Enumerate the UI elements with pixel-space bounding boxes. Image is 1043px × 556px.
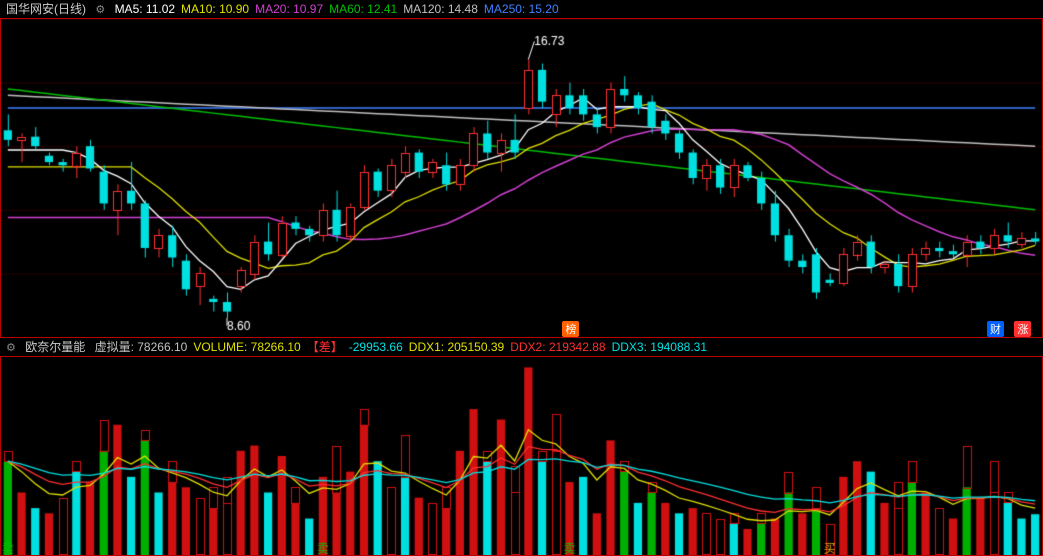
volume-chart-panel[interactable] [0,356,1043,556]
vol-label: DDX2: 219342.88 [510,340,605,354]
ma-label: MA60: 12.41 [329,2,397,16]
ma-label: MA5: 11.02 [115,2,175,16]
indicator-title: 欧奈尔量能 [25,340,85,354]
vol-label: DDX1: 205150.39 [409,340,504,354]
price-canvas [1,19,1042,337]
price-header: 国华网安(日线) ⚙ MA5: 11.02 MA10: 10.90 MA20: 10… [0,0,1043,18]
vol-label: -29953.66 [349,340,403,354]
ma-label: MA20: 10.97 [255,2,323,16]
ma-legend: MA5: 11.02 MA10: 10.90 MA20: 10.97 MA60: 12… [115,2,565,16]
ma-label: MA250: 15.20 [484,2,559,16]
price-chart-panel[interactable]: 榜 财涨 [0,18,1043,338]
vol-label: VOLUME: 78266.10 [193,340,300,354]
ma-label: MA10: 10.90 [181,2,249,16]
badge: 榜 [562,321,579,337]
volume-canvas [1,357,1042,555]
ma-label: MA120: 14.48 [403,2,478,16]
vol-label: 虚拟量: 78266.10 [95,340,188,354]
volume-header: ⚙ 欧奈尔量能 虚拟量: 78266.10 VOLUME: 78266.10 【差】… [0,338,1043,356]
badge: 涨 [1014,321,1031,337]
gear-icon[interactable]: ⚙ [95,4,105,16]
stock-title: 国华网安(日线) [6,2,86,16]
vol-legend: 虚拟量: 78266.10 VOLUME: 78266.10 【差】 -29953.6… [95,340,713,354]
badge: 财 [987,321,1004,337]
vol-label: 【差】 [307,340,343,354]
vol-label: DDX3: 194088.31 [612,340,707,354]
gear-icon[interactable]: ⚙ [6,342,16,354]
